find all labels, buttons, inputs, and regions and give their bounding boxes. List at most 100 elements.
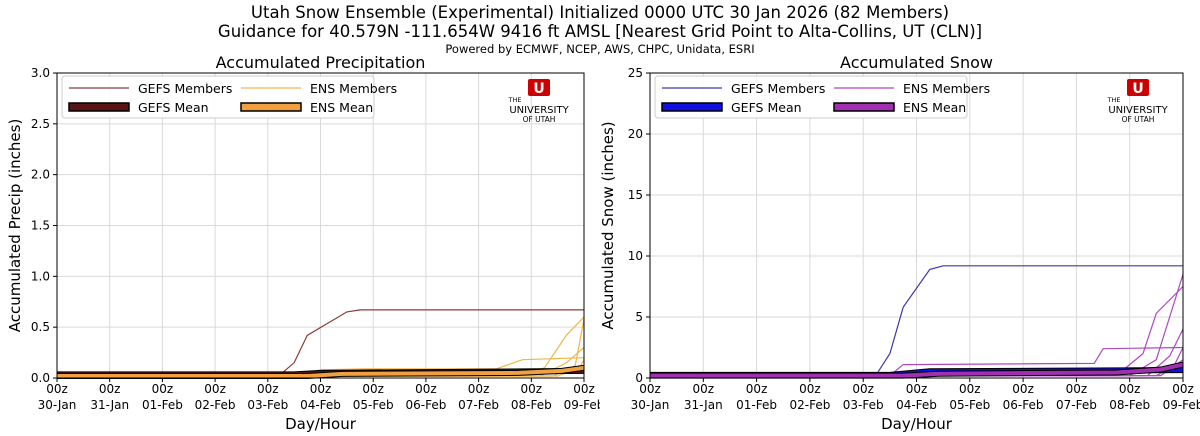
precip-xtick-day: 05-Feb: [353, 398, 394, 412]
snow-xtick-hour: 00z: [746, 382, 768, 396]
precip-xtick-day: 02-Feb: [195, 398, 236, 412]
precip-xtick-hour: 00z: [204, 382, 226, 396]
precip-xtick-day: 08-Feb: [511, 398, 552, 412]
snow-xaxis-label: Day/Hour: [881, 415, 953, 433]
snow-ytick-label: 25: [628, 66, 643, 80]
precip-ytick-label: 2.0: [31, 168, 50, 182]
precip-xtick-hour: 00z: [152, 382, 174, 396]
snow-xtick-hour: 00z: [639, 382, 661, 396]
precip-logo-glyph: U: [533, 81, 544, 97]
precip-logo-of-utah: OF UTAH: [523, 115, 556, 124]
snow-xtick-day: 01-Feb: [736, 398, 777, 412]
precip-legend-gefs-mean-swatch: [68, 102, 130, 112]
precip-xtick-day: 03-Feb: [247, 398, 288, 412]
snow-xtick-day: 30-Jan: [631, 398, 670, 412]
snow-yaxis-label: Accumulated Snow (inches): [600, 121, 617, 329]
precip-logo-block: [528, 79, 550, 96]
precip-legend-gefs-members-label: GEFS Members: [138, 81, 232, 96]
snow-ytick-label: 5: [635, 310, 643, 324]
snow-legend-ens-members-label: ENS Members: [903, 81, 990, 96]
snow-logo-the: THE: [1107, 96, 1121, 104]
precip-ytick-label: 1.0: [31, 269, 50, 283]
snow-legend-ens-mean-swatch: [833, 102, 895, 112]
precip-chart-title: Accumulated Precipitation: [216, 55, 426, 72]
snow-xtick-hour: 00z: [1172, 382, 1194, 396]
snow-legend-gefs-mean-swatch: [661, 102, 723, 112]
snow-xtick-day: 05-Feb: [949, 398, 990, 412]
precip-ytick-label: 0.5: [31, 320, 50, 334]
precip-xtick-day: 04-Feb: [300, 398, 341, 412]
snow-xtick-day: 06-Feb: [1003, 398, 1044, 412]
snow-xtick-hour: 00z: [1119, 382, 1141, 396]
credits-line: Powered by ECMWF, NCEP, AWS, CHPC, Unida…: [445, 42, 755, 56]
precip-xtick-day: 01-Feb: [142, 398, 183, 412]
snow-xtick-day: 03-Feb: [843, 398, 884, 412]
snow-ytick-label: 15: [628, 188, 643, 202]
snow-legend-ens-mean-label: ENS Mean: [903, 100, 966, 115]
snow-logo-glyph: U: [1132, 81, 1143, 97]
precip-ytick-label: 1.5: [31, 219, 50, 233]
snow-xtick-hour: 00z: [1012, 382, 1034, 396]
snow-xtick-day: 07-Feb: [1056, 398, 1097, 412]
precip-xtick-day: 07-Feb: [458, 398, 499, 412]
precip-chart: Accumulated Precipitation 0.0 0.5 1.0 1.5 2.0…: [6, 55, 600, 433]
precip-xtick-hour: 00z: [521, 382, 543, 396]
precip-xtick-hour: 00z: [257, 382, 279, 396]
snow-xtick-hour: 00z: [693, 382, 715, 396]
precip-logo-university: UNIVERSITY: [509, 105, 569, 116]
precip-xtick-hour: 00z: [573, 382, 595, 396]
precip-xtick-hour: 00z: [310, 382, 332, 396]
snow-ytick-label: 20: [628, 127, 643, 141]
snow-ytick-label: 0: [635, 371, 643, 385]
precip-xtick-day: 06-Feb: [405, 398, 446, 412]
snow-xtick-day: 08-Feb: [1109, 398, 1150, 412]
precip-ens-mean-line: [57, 365, 585, 378]
snow-xtick-day: 02-Feb: [789, 398, 830, 412]
snow-xtick-day: 31-Jan: [684, 398, 723, 412]
main-title-line1: Utah Snow Ensemble (Experimental) Initia…: [250, 3, 950, 22]
snow-legend-gefs-members-label: GEFS Members: [731, 81, 825, 96]
precip-xtick-hour: 00z: [415, 382, 437, 396]
precip-legend-ens-mean-label: ENS Mean: [310, 100, 373, 115]
precip-logo-the: THE: [508, 96, 522, 104]
precip-xtick-hour: 00z: [468, 382, 490, 396]
snow-logo-block: [1127, 79, 1149, 96]
snow-xtick-hour: 00z: [959, 382, 981, 396]
precip-xtick-hour: 00z: [362, 382, 384, 396]
precip-xtick-day: 09-Feb: [564, 398, 600, 412]
snow-chart-title: Accumulated Snow: [840, 55, 993, 72]
snow-legend-gefs-mean-label: GEFS Mean: [731, 100, 802, 115]
snow-xtick-hour: 00z: [852, 382, 874, 396]
snow-xtick-hour: 00z: [906, 382, 928, 396]
snow-xtick-hour: 00z: [1066, 382, 1088, 396]
precip-xtick-day: 30-Jan: [38, 398, 77, 412]
snow-chart: Accumulated Snow 0 5 10 15 20 25 00z 30-Jan 00z 31…: [600, 55, 1200, 433]
snow-xtick-hour: 00z: [799, 382, 821, 396]
precip-xaxis-label: Day/Hour: [285, 415, 357, 433]
precip-legend: GEFS Members ENS Members GEFS Mean ENS Mean: [61, 75, 397, 119]
snow-xtick-day: 09-Feb: [1163, 398, 1200, 412]
precip-ytick-label: 2.5: [31, 117, 50, 131]
precip-xtick-hour: 00z: [46, 382, 68, 396]
snow-xtick-day: 04-Feb: [896, 398, 937, 412]
precip-ytick-label: 0.0: [31, 371, 50, 385]
snow-ens-mean-line: [650, 362, 1184, 378]
precip-grid: [56, 72, 585, 379]
precip-yaxis-label: Accumulated Precip (inches): [6, 119, 24, 333]
snow-logo-university: UNIVERSITY: [1108, 105, 1168, 116]
snow-data: [649, 265, 1184, 379]
precip-xtick-day: 31-Jan: [90, 398, 129, 412]
precip-xtick-hour: 00z: [99, 382, 121, 396]
main-title-line2: Guidance for 40.579N -111.654W 9416 ft A…: [217, 22, 983, 41]
precip-legend-ens-mean-swatch: [240, 102, 302, 112]
snow-legend: GEFS Members ENS Members GEFS Mean ENS Mean: [654, 75, 990, 119]
precip-legend-ens-members-label: ENS Members: [310, 81, 397, 96]
precip-ytick-label: 3.0: [31, 66, 50, 80]
snow-logo-of-utah: OF UTAH: [1122, 115, 1155, 124]
precip-legend-gefs-mean-label: GEFS Mean: [138, 100, 209, 115]
precip-data: [56, 309, 585, 379]
snow-ytick-label: 10: [628, 249, 643, 263]
snow-grid: [649, 72, 1184, 379]
